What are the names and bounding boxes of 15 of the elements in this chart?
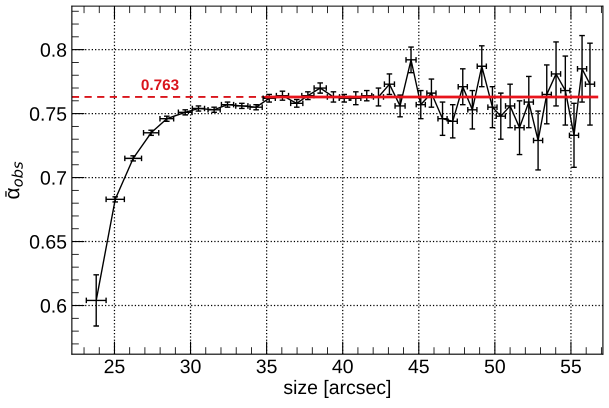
- x-tick-label: 45: [408, 360, 429, 374]
- x-tick-label: 30: [180, 360, 201, 374]
- y-axis-title: ᾱ$_{obs}$: [5, 162, 23, 199]
- x-tick-label: 40: [332, 360, 353, 374]
- ref-line-label: 0.763: [142, 79, 179, 90]
- x-tick-label: 50: [484, 360, 505, 374]
- x-tick-label: 25: [104, 360, 124, 374]
- x-tick-label: 55: [560, 360, 581, 374]
- y-tick-label: 0.75: [30, 107, 66, 121]
- y-tick-label: 0.6: [40, 298, 66, 313]
- y-tick-label: 0.8: [40, 43, 66, 57]
- y-tick-label: 0.65: [30, 235, 66, 249]
- x-axis-title: size [arcsec]: [284, 380, 390, 398]
- x-tick-label: 35: [256, 360, 277, 374]
- y-tick-label: 0.7: [40, 171, 66, 185]
